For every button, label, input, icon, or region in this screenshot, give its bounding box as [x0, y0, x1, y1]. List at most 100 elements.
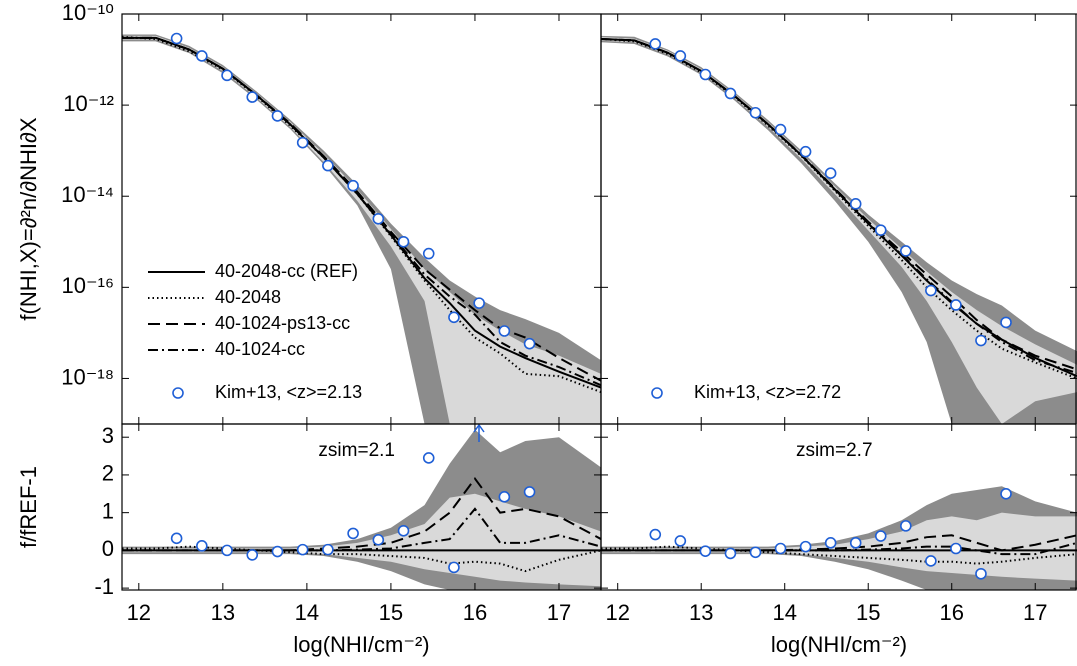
model-line [122, 545, 601, 573]
legend-label: Kim+13, <z>=2.72 [694, 382, 841, 402]
data-point [874, 224, 887, 236]
data-point [296, 136, 309, 149]
legend-swatch [172, 387, 184, 399]
frame [600, 423, 1077, 591]
data-point [523, 337, 536, 350]
data-point [849, 537, 862, 549]
data-point [347, 527, 359, 540]
x-tick-label: 15 [856, 600, 880, 625]
range-band [122, 35, 601, 424]
data-point [422, 452, 435, 464]
data-point [473, 297, 485, 309]
data-point [397, 235, 410, 248]
y-tick-label: 3 [102, 423, 114, 448]
panel [122, 32, 601, 424]
y-tick-label: 2 [102, 461, 114, 486]
data-point [196, 50, 208, 62]
data-point [649, 38, 662, 50]
data-point [925, 555, 937, 567]
y-tick-label: 10⁻¹⁴ [61, 182, 114, 207]
annotation: zsim=2.7 [796, 440, 873, 461]
legend-label: 40-1024-ps13-cc [215, 313, 350, 333]
data-point [221, 69, 233, 82]
x-tick-label: 12 [605, 600, 629, 625]
data-point [975, 334, 987, 347]
x-tick-label: 17 [547, 600, 571, 625]
x-tick-label: 16 [463, 600, 487, 625]
panel-frames [121, 13, 1077, 591]
legend-label: Kim+13, <z>=2.13 [215, 382, 362, 402]
data-point [674, 50, 687, 62]
data-point [296, 543, 309, 556]
data-point [498, 491, 511, 503]
panel [122, 429, 601, 590]
range-band [601, 512, 1077, 581]
data-point [900, 520, 912, 532]
data-point [674, 535, 687, 547]
data-point [448, 311, 460, 324]
x-axis-label: log(NHI/cm⁻²) [771, 632, 907, 657]
x-tick-label: 15 [379, 600, 403, 625]
model-line [122, 36, 601, 382]
data-point [749, 106, 762, 119]
plot-layers: 10⁻¹⁰ 10⁻¹² 10⁻¹⁴ 10⁻¹⁶ 10⁻¹⁸ f(NHI,X)=∂²n/∂N… [16, 0, 1077, 657]
data-point [824, 167, 837, 180]
x-axis-label: log(NHI/cm⁻²) [293, 632, 429, 657]
data-point [448, 561, 460, 574]
data-point [1000, 316, 1012, 329]
x-tick-label: 14 [772, 600, 796, 625]
data-point [1000, 487, 1012, 500]
data-point [347, 179, 359, 192]
offscale-arrow [473, 423, 485, 442]
data-point [774, 123, 787, 136]
panel [601, 35, 1077, 424]
data-point [523, 486, 536, 498]
data-point [699, 68, 712, 81]
data-point [824, 537, 837, 549]
data-point [246, 91, 259, 103]
legend-label: 40-1024-cc [215, 339, 305, 359]
data-point [246, 549, 259, 561]
data-point [322, 159, 334, 172]
y-axis-label: f/fREF-1 [16, 466, 41, 548]
y-axis-label: f(NHI,X)=∂²n/∂NHI∂X [16, 117, 41, 320]
data-point [170, 32, 183, 45]
data-point [774, 542, 787, 555]
model-line [601, 541, 1077, 556]
legend-label: 40-2048-cc (REF) [215, 261, 358, 281]
y-tick-label: 0 [102, 536, 114, 561]
range-band [601, 37, 1077, 424]
y-tick-label: 10⁻¹⁶ [62, 273, 114, 298]
x-tick-label: 12 [127, 600, 151, 625]
legend-label: 40-2048 [215, 287, 281, 307]
data-point [799, 540, 812, 553]
data-point [749, 546, 762, 559]
data-point [699, 545, 712, 557]
data-point [271, 110, 284, 122]
annotation: zsim=2.1 [318, 440, 395, 461]
model-line [122, 35, 601, 394]
data-point [422, 247, 435, 260]
panel [601, 486, 1077, 590]
data-point [221, 544, 233, 557]
y-tick-label: 10⁻¹² [63, 91, 114, 116]
legend-swatch [651, 387, 663, 399]
data-point [649, 528, 662, 541]
x-tick-label: 14 [295, 600, 319, 625]
x-tick-label: 13 [211, 600, 235, 625]
x-tick-label: 13 [689, 600, 713, 625]
y-tick-label: 1 [102, 498, 114, 523]
data-point [724, 547, 737, 560]
data-point [925, 284, 937, 297]
data-point [950, 299, 962, 311]
data-point [196, 540, 208, 552]
data-point [397, 524, 410, 537]
data-point [322, 543, 334, 556]
y-tick-label: -1 [94, 574, 114, 599]
data-point [498, 325, 511, 337]
data-point [874, 530, 887, 542]
data-point [950, 542, 962, 555]
x-tick-label: 16 [939, 600, 963, 625]
